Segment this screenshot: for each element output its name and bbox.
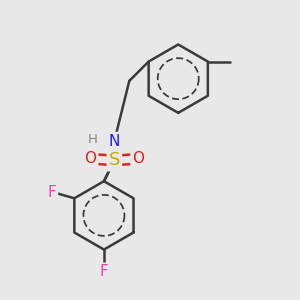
Text: O: O bbox=[132, 152, 144, 166]
Text: H: H bbox=[88, 133, 98, 146]
Text: F: F bbox=[100, 264, 108, 279]
Text: O: O bbox=[85, 152, 97, 166]
Text: S: S bbox=[109, 152, 120, 169]
Text: N: N bbox=[109, 134, 120, 148]
Text: F: F bbox=[48, 185, 56, 200]
